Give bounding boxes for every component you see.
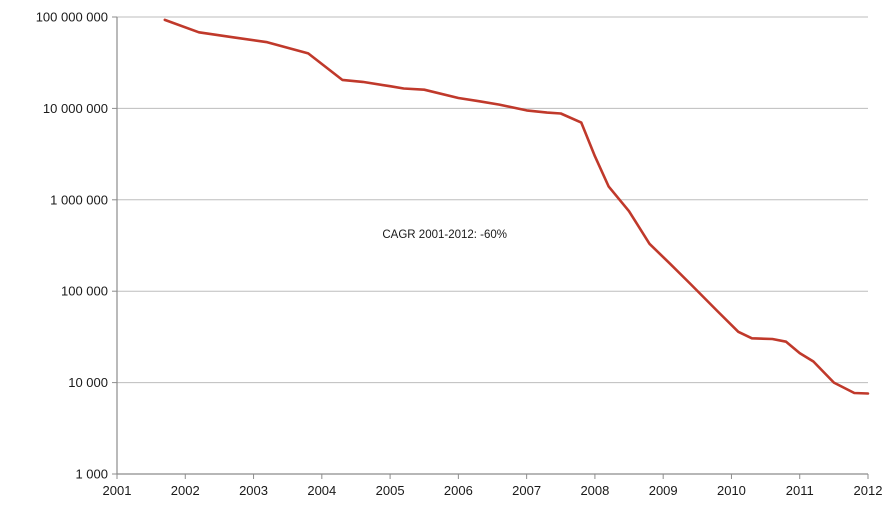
x-tick-label: 2007 [512,483,541,498]
series-layer [163,18,870,395]
tick-labels: 1 000 10 000 100 000 1 000 000 10 000 000 100… [36,10,883,499]
grid-lines [117,16,868,384]
y-tick-label: 10 000 000 [43,101,108,116]
x-tick-label: 2002 [171,483,200,498]
y-tick-label: 100 000 [61,284,108,299]
series-line-0 [163,18,870,395]
x-tick-label: 2010 [717,483,746,498]
cagr-annotation: CAGR 2001-2012: -60% [382,229,507,241]
y-tick-label: 1 000 000 [50,192,108,207]
y-tick-label: 10 000 [68,375,108,390]
x-tick-label: 2005 [376,483,405,498]
y-tick-label: 1 000 [75,467,108,482]
x-tick-label: 2001 [103,483,132,498]
x-tick-label: 2003 [239,483,268,498]
x-tick-label: 2009 [649,483,678,498]
x-tick-label: 2012 [854,483,883,498]
y-tick-label: 100 000 000 [36,10,108,25]
x-tick-label: 2008 [580,483,609,498]
x-tick-label: 2004 [307,483,336,498]
x-tick-label: 2011 [786,483,814,498]
x-tick-label: 2006 [444,483,473,498]
axes [112,16,869,479]
